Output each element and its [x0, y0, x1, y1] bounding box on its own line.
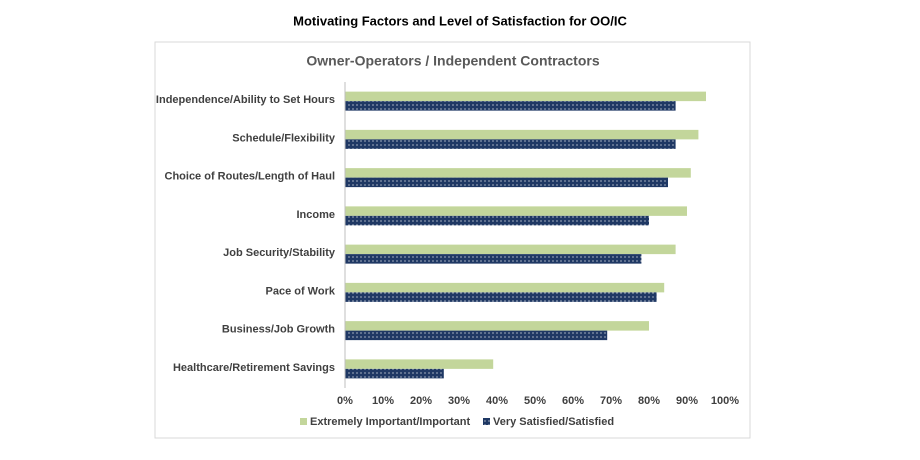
- bar: [345, 254, 642, 264]
- chart-frame: [154, 41, 751, 439]
- bar: [345, 330, 608, 341]
- x-tick-label: 30%: [448, 395, 470, 407]
- y-tick-label: Pace of Work: [266, 285, 336, 297]
- x-tick-label: 0%: [337, 395, 353, 407]
- legend-swatch: [483, 418, 490, 425]
- bar: [345, 168, 691, 178]
- x-tick-label: 40%: [486, 395, 508, 407]
- x-tick-label: 90%: [676, 395, 698, 407]
- legend-label: Very Satisfied/Satisfied: [493, 416, 614, 428]
- y-tick-label: Business/Job Growth: [222, 324, 335, 336]
- bar: [345, 321, 649, 331]
- y-tick-label: Income: [296, 209, 335, 221]
- y-tick-label: Choice of Routes/Length of Haul: [165, 171, 336, 183]
- bar: [345, 282, 665, 293]
- bar: [345, 206, 687, 216]
- x-tick-label: 60%: [562, 395, 584, 407]
- x-tick-label: 80%: [638, 395, 660, 407]
- x-tick-label: 70%: [600, 395, 622, 407]
- y-tick-label: Independence/Ability to Set Hours: [156, 94, 335, 106]
- bar: [345, 359, 494, 369]
- y-tick-label: Healthcare/Retirement Savings: [173, 362, 335, 374]
- bar: [345, 91, 706, 102]
- y-tick-label: Job Security/Stability: [223, 247, 336, 259]
- x-tick-label: 20%: [410, 395, 432, 407]
- chart-title: Owner-Operators / Independent Contractor…: [306, 53, 599, 69]
- bar: [345, 101, 676, 111]
- bar: [345, 368, 444, 379]
- x-tick-label: 100%: [711, 395, 739, 407]
- bar: [345, 139, 676, 149]
- bar: [345, 215, 649, 226]
- legend-swatch: [300, 418, 307, 425]
- x-tick-label: 50%: [524, 395, 546, 407]
- page-title: Motivating Factors and Level of Satisfac…: [293, 13, 627, 28]
- bar: [345, 292, 657, 302]
- bar: [345, 244, 676, 255]
- x-tick-label: 10%: [372, 395, 394, 407]
- y-tick-label: Schedule/Flexibility: [232, 132, 336, 144]
- bar: [345, 129, 699, 140]
- bar: [345, 177, 668, 188]
- legend-label: Extremely Important/Important: [310, 416, 470, 428]
